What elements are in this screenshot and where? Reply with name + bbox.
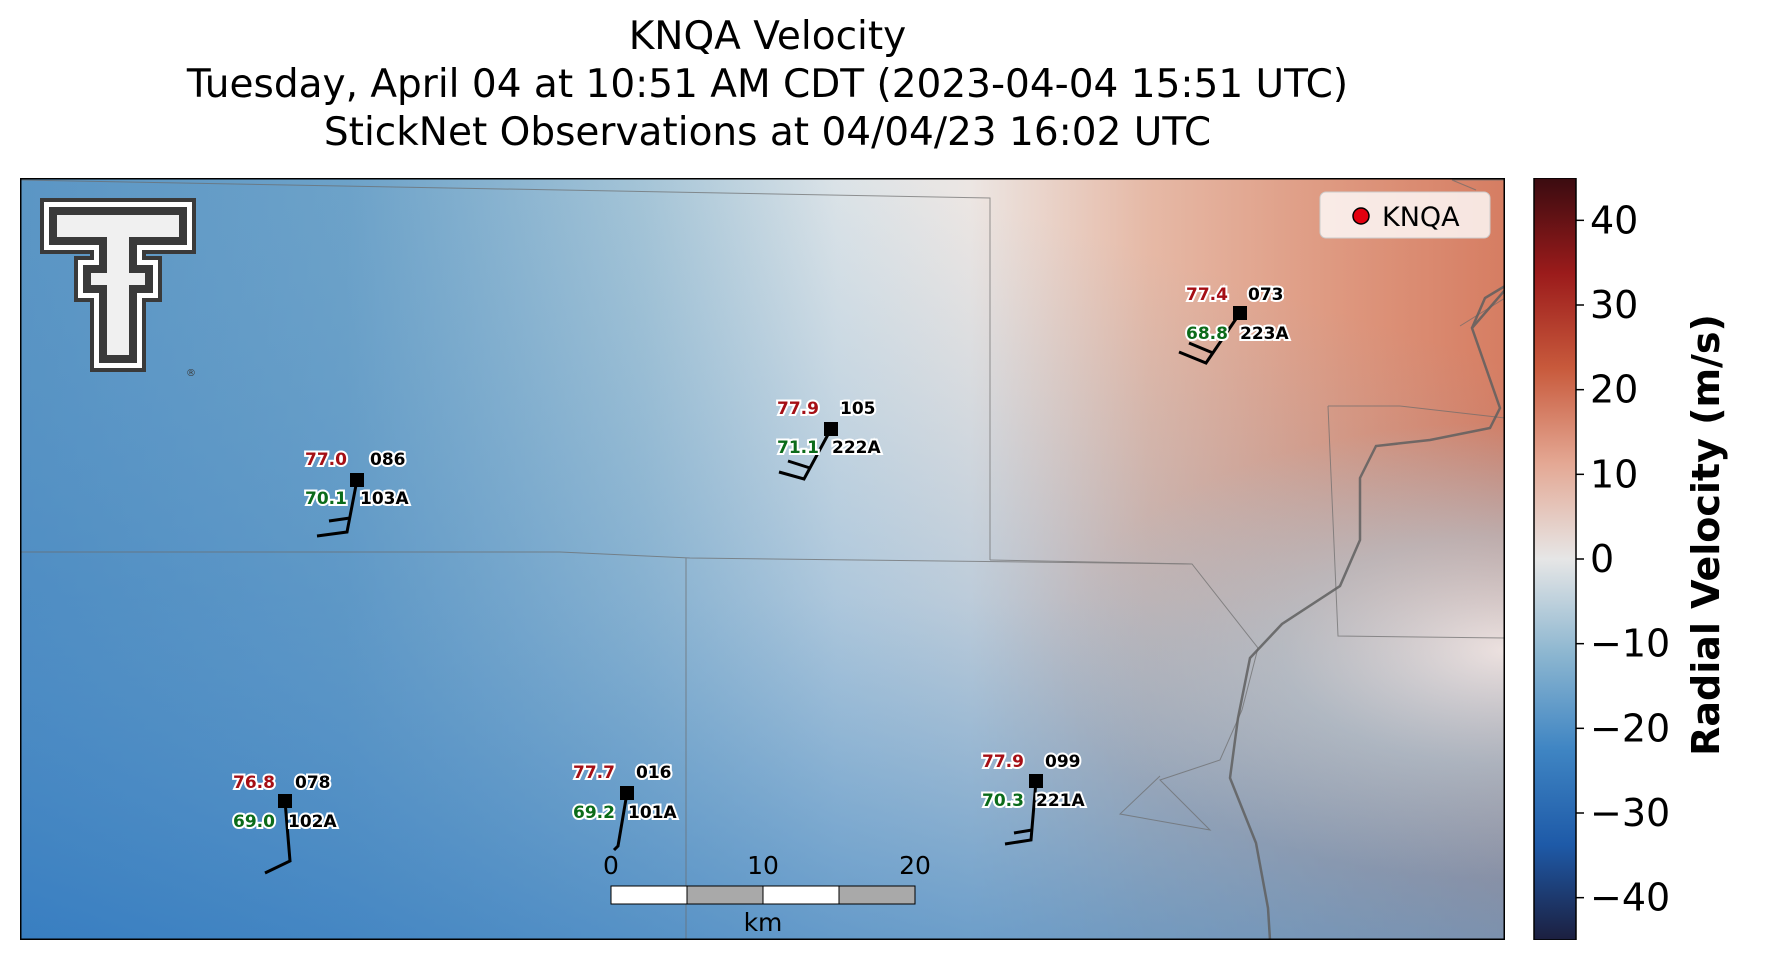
scale-label-0: 0 [603, 851, 619, 880]
station-temp: 77.0 [305, 450, 347, 470]
radar-site-legend: KNQA [1319, 191, 1491, 239]
title-line-3: StickNet Observations at 04/04/23 16:02 … [323, 110, 1212, 155]
colorbar-scale [1533, 178, 1577, 940]
station-102A: 76.8 078 69.0 102A [231, 771, 339, 875]
title-line-2: Tuesday, April 04 at 10:51 AM CDT (2023-… [186, 62, 1349, 107]
station-221A: 77.9 099 70.3 221A [980, 750, 1087, 846]
station-temp: 77.9 [982, 752, 1024, 772]
colorbar-tick-label: 0 [1590, 537, 1614, 581]
colorbar-tick-label: −30 [1590, 791, 1670, 835]
title-line-1: KNQA Velocity [628, 14, 907, 59]
map-frame [20, 178, 1505, 940]
station-id: 221A [1036, 791, 1085, 811]
station-dir: 099 [1045, 752, 1081, 772]
state-boundary [1228, 284, 1505, 940]
station-id: 222A [832, 438, 881, 458]
radar-velocity-map: ® KNQA 77.0 086 70.1 103A 77.9 105 71.1 … [20, 178, 1505, 940]
double-t-logo: ® [40, 198, 196, 379]
station-dir: 073 [1248, 285, 1284, 305]
radar-site-marker [1352, 207, 1370, 225]
colorbar-tick-label: 20 [1590, 368, 1638, 412]
colorbar-label: Radial Velocity (m/s) [1684, 314, 1728, 756]
legend-label: KNQA [1382, 202, 1460, 233]
colorbar-tick-label: −20 [1590, 706, 1670, 750]
station-id: 223A [1240, 324, 1289, 344]
station-id: 101A [628, 803, 677, 823]
station-temp: 77.9 [777, 399, 819, 419]
station-dew: 68.8 [1186, 324, 1228, 344]
station-id: 102A [288, 812, 337, 832]
colorbar-tick-label: 30 [1590, 283, 1638, 327]
station-dir: 016 [636, 763, 672, 783]
station-id: 103A [360, 489, 409, 509]
colorbar: 40 30 20 10 0 −10 −20 −30 −40 [1533, 178, 1670, 940]
svg-text:®: ® [186, 368, 196, 379]
station-dew: 69.2 [573, 803, 615, 823]
scale-label-10: 10 [747, 851, 779, 880]
colorbar-tick-label: 40 [1590, 198, 1638, 242]
station-temp: 77.7 [573, 763, 615, 783]
station-temp: 77.4 [1186, 285, 1228, 305]
station-dew: 69.0 [233, 812, 275, 832]
station-103A: 77.0 086 70.1 103A [303, 448, 411, 538]
station-dew: 70.1 [305, 489, 347, 509]
colorbar-tick-label: −10 [1590, 622, 1670, 666]
scale-unit: km [744, 908, 783, 937]
station-temp: 76.8 [233, 773, 275, 793]
colorbar-tick-label: 10 [1590, 452, 1638, 496]
station-dir: 078 [295, 773, 331, 793]
colorbar-ticks: 40 30 20 10 0 −10 −20 −30 −40 [1576, 198, 1670, 920]
station-dew: 71.1 [777, 438, 819, 458]
county-boundaries [20, 179, 1505, 940]
colorbar-tick-label: −40 [1590, 876, 1670, 920]
station-222A: 77.9 105 71.1 222A [775, 397, 883, 481]
station-dir: 105 [840, 399, 876, 419]
station-101A: 77.7 016 69.2 101A [571, 761, 679, 852]
station-223A: 77.4 073 68.8 223A [1178, 283, 1291, 365]
scale-bar: 0 10 20 km [603, 851, 931, 937]
scale-label-20: 20 [899, 851, 931, 880]
station-dir: 086 [370, 450, 406, 470]
station-dew: 70.3 [982, 791, 1024, 811]
